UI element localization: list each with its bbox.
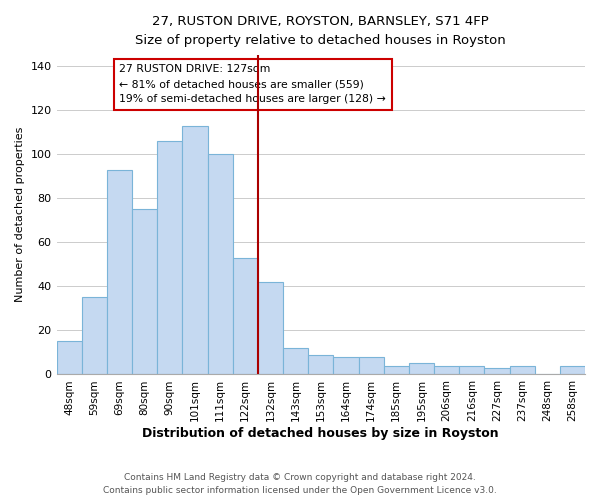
- Bar: [208, 154, 233, 374]
- Bar: [434, 366, 459, 374]
- Bar: [82, 298, 107, 374]
- Bar: [560, 366, 585, 374]
- Bar: [258, 282, 283, 374]
- Bar: [56, 342, 82, 374]
- X-axis label: Distribution of detached houses by size in Royston: Distribution of detached houses by size …: [142, 427, 499, 440]
- Bar: [132, 210, 157, 374]
- Bar: [233, 258, 258, 374]
- Text: 27 RUSTON DRIVE: 127sqm
← 81% of detached houses are smaller (559)
19% of semi-d: 27 RUSTON DRIVE: 127sqm ← 81% of detache…: [119, 64, 386, 104]
- Bar: [484, 368, 509, 374]
- Bar: [182, 126, 208, 374]
- Text: Contains HM Land Registry data © Crown copyright and database right 2024.
Contai: Contains HM Land Registry data © Crown c…: [103, 474, 497, 495]
- Bar: [383, 366, 409, 374]
- Bar: [157, 141, 182, 374]
- Bar: [509, 366, 535, 374]
- Bar: [459, 366, 484, 374]
- Bar: [107, 170, 132, 374]
- Bar: [283, 348, 308, 374]
- Bar: [334, 357, 359, 374]
- Y-axis label: Number of detached properties: Number of detached properties: [15, 127, 25, 302]
- Title: 27, RUSTON DRIVE, ROYSTON, BARNSLEY, S71 4FP
Size of property relative to detach: 27, RUSTON DRIVE, ROYSTON, BARNSLEY, S71…: [136, 15, 506, 47]
- Bar: [359, 357, 383, 374]
- Bar: [308, 354, 334, 374]
- Bar: [409, 364, 434, 374]
